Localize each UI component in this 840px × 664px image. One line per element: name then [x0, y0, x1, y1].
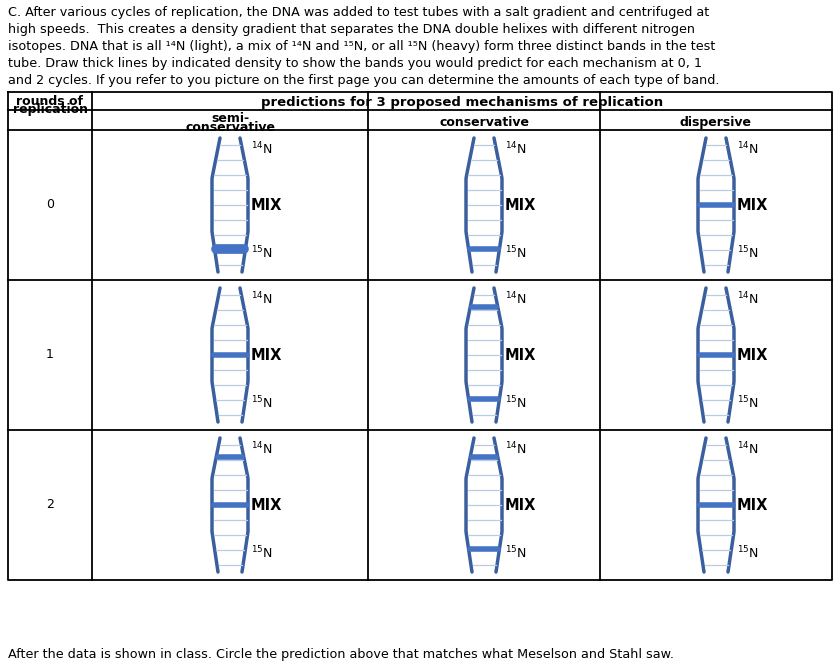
- Text: predictions for 3 proposed mechanisms of replication: predictions for 3 proposed mechanisms of…: [261, 96, 663, 109]
- Text: MIX: MIX: [737, 497, 769, 513]
- Text: $^{15}$N: $^{15}$N: [251, 545, 273, 562]
- Text: After the data is shown in class. Circle the prediction above that matches what : After the data is shown in class. Circle…: [8, 648, 674, 661]
- Text: $^{14}$N: $^{14}$N: [251, 290, 273, 307]
- Text: 2: 2: [46, 499, 54, 511]
- Text: MIX: MIX: [251, 497, 282, 513]
- Text: C. After various cycles of replication, the DNA was added to test tubes with a s: C. After various cycles of replication, …: [8, 6, 709, 19]
- Text: dispersive: dispersive: [680, 116, 752, 129]
- Text: high speeds.  This creates a density gradient that separates the DNA double heli: high speeds. This creates a density grad…: [8, 23, 695, 36]
- Text: MIX: MIX: [505, 497, 537, 513]
- Text: MIX: MIX: [737, 197, 769, 212]
- Text: 0: 0: [46, 199, 54, 212]
- Text: $^{15}$N: $^{15}$N: [737, 245, 759, 262]
- Text: MIX: MIX: [251, 197, 282, 212]
- Text: rounds of: rounds of: [17, 95, 83, 108]
- Text: conservative: conservative: [185, 121, 275, 134]
- Text: isotopes. DNA that is all ¹⁴N (light), a mix of ¹⁴N and ¹⁵N, or all ¹⁵N (heavy) : isotopes. DNA that is all ¹⁴N (light), a…: [8, 40, 716, 53]
- Text: $^{14}$N: $^{14}$N: [737, 140, 759, 157]
- Text: $^{15}$N: $^{15}$N: [505, 545, 527, 562]
- Text: $^{15}$N: $^{15}$N: [251, 245, 273, 262]
- Text: $^{14}$N: $^{14}$N: [505, 290, 527, 307]
- Text: $^{15}$N: $^{15}$N: [251, 395, 273, 412]
- Text: MIX: MIX: [505, 197, 537, 212]
- Text: conservative: conservative: [439, 116, 529, 129]
- Text: MIX: MIX: [505, 347, 537, 363]
- Text: MIX: MIX: [251, 347, 282, 363]
- Text: 1: 1: [46, 349, 54, 361]
- Text: $^{15}$N: $^{15}$N: [737, 395, 759, 412]
- Text: $^{15}$N: $^{15}$N: [505, 245, 527, 262]
- Text: MIX: MIX: [737, 347, 769, 363]
- Text: $^{14}$N: $^{14}$N: [737, 440, 759, 457]
- Text: semi-: semi-: [211, 112, 249, 125]
- Text: $^{14}$N: $^{14}$N: [251, 440, 273, 457]
- Text: and 2 cycles. If you refer to you picture on the first page you can determine th: and 2 cycles. If you refer to you pictur…: [8, 74, 720, 87]
- Text: $^{14}$N: $^{14}$N: [737, 290, 759, 307]
- Text: $^{15}$N: $^{15}$N: [737, 545, 759, 562]
- Text: $^{14}$N: $^{14}$N: [505, 440, 527, 457]
- Text: $^{14}$N: $^{14}$N: [505, 140, 527, 157]
- Text: $^{15}$N: $^{15}$N: [505, 395, 527, 412]
- Text: $^{14}$N: $^{14}$N: [251, 140, 273, 157]
- Text: replication: replication: [13, 103, 87, 116]
- Text: tube. Draw thick lines by indicated density to show the bands you would predict : tube. Draw thick lines by indicated dens…: [8, 57, 702, 70]
